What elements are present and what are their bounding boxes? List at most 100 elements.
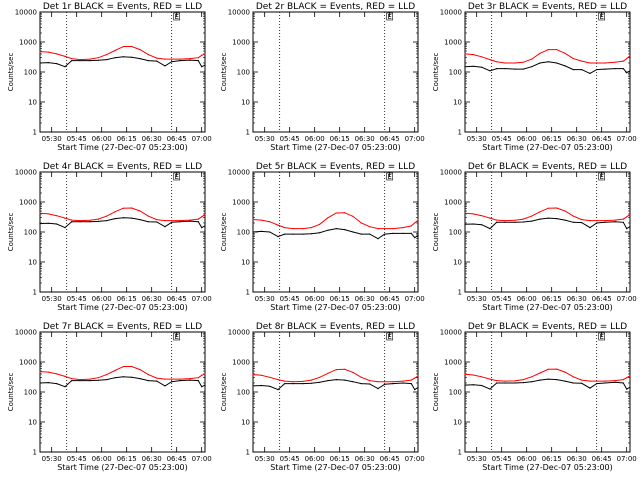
panel-7-events-point-12 <box>139 378 141 380</box>
panel-6-lld-point-2 <box>481 215 483 217</box>
panel-1-lld-point-8 <box>106 54 108 56</box>
panel-5-lld-point-8 <box>319 223 321 225</box>
detector-panel-4: Det 4r BLACK = Events, RED = LLDE1101001… <box>7 162 212 312</box>
panel-5-lld-point-20 <box>414 222 416 224</box>
panel-4-xtick-label-3: 06:15 <box>117 295 137 303</box>
panel-8-series-events <box>252 379 419 391</box>
panel-6-ylabel: Counts/sec <box>432 213 440 252</box>
detector-panel-6: Det 6r BLACK = Events, RED = LLDE1101001… <box>432 162 637 312</box>
panel-4-lld-point-3 <box>64 217 66 219</box>
panel-1-lld-point-21 <box>204 53 206 55</box>
panel-3-events-point-0 <box>464 66 466 68</box>
panel-1-ylabel: Counts/sec <box>7 53 15 92</box>
panel-9-events-point-0 <box>464 384 466 386</box>
panel-8-xtick-label-1: 05:45 <box>280 455 300 463</box>
panel-9-events-point-17 <box>604 382 606 384</box>
panel-8-ytick-label-10000: 10000 <box>228 329 250 337</box>
panel-5-series-events <box>252 228 419 240</box>
panel-9-xlabel: Start Time (27-Dec-07 05:23:00) <box>482 463 613 472</box>
panel-7-lld-point-1 <box>47 371 49 373</box>
panel-8-xtick-label-0: 05:30 <box>255 455 275 463</box>
panel-4-frame <box>39 171 206 293</box>
panel-2-xtick-label-0: 05:30 <box>255 135 275 143</box>
panel-6-lld-point-13 <box>572 215 574 217</box>
panel-6-lld-point-19 <box>622 218 624 220</box>
panel-8-lld-point-3 <box>277 379 279 381</box>
panel-9-xtick-label-1: 05:45 <box>492 455 512 463</box>
panel-6-lld-point-20 <box>626 216 628 218</box>
panel-4-events-point-11 <box>131 217 133 219</box>
panel-4-lld-point-16 <box>171 220 173 222</box>
panel-7-lld-point-4 <box>71 378 73 380</box>
panel-5-lld-point-15 <box>377 228 379 230</box>
panel-5-events-point-7 <box>310 233 312 235</box>
panel-4-events-point-18 <box>189 220 191 222</box>
panel-2-xtick-label-5: 06:45 <box>380 135 400 143</box>
panel-7-events-point-7 <box>97 379 99 381</box>
panel-4-ylabel: Counts/sec <box>7 213 15 252</box>
panel-3-xtick-label-6: 07:00 <box>617 135 637 143</box>
panel-7-events-point-20 <box>201 386 203 388</box>
panel-8-lld-point-14 <box>369 380 371 382</box>
panel-9-events-point-4 <box>496 382 498 384</box>
panel-4-events-point-15 <box>164 226 166 228</box>
panel-9-lld-point-9 <box>539 372 541 374</box>
panel-5-lld-point-13 <box>360 222 362 224</box>
panel-7-events-point-11 <box>131 376 133 378</box>
detector-panel-1: Det 1r BLACK = Events, RED = LLDE1101001… <box>7 2 212 152</box>
panel-6-lld-point-11 <box>556 207 558 209</box>
panel-4-events-point-16 <box>171 221 173 223</box>
panel-1-lld-point-20 <box>201 54 203 56</box>
panel-1-title: Det 1r BLACK = Events, RED = LLD <box>43 2 202 12</box>
panel-3-lld-point-6 <box>514 62 516 64</box>
panel-7-lld-point-14 <box>156 377 158 379</box>
panel-1-lld-point-7 <box>97 57 99 59</box>
panel-1-events-point-20 <box>201 66 203 68</box>
panel-3-events-point-21 <box>629 70 631 72</box>
panel-3-xtick-label-2: 06:00 <box>517 135 537 143</box>
panel-4-events-point-7 <box>97 220 99 222</box>
panel-8-xtick-label-5: 06:45 <box>380 455 400 463</box>
panel-1-events-point-5 <box>79 60 81 62</box>
panel-7-events-point-10 <box>122 376 124 378</box>
panel-4-events-point-12 <box>139 219 141 221</box>
panel-1-frame <box>39 11 206 133</box>
panel-6-ytick-label-1000: 1000 <box>444 199 462 207</box>
panel-6-events-point-21 <box>629 226 631 228</box>
panel-9-lld-point-19 <box>622 379 624 381</box>
panel-6-xtick-label-5: 06:45 <box>592 295 612 303</box>
panel-6-events-point-14 <box>581 222 583 224</box>
panel-7-events-point-18 <box>189 379 191 381</box>
panel-3-events-point-1 <box>472 65 474 67</box>
panel-9-events-point-13 <box>572 382 574 384</box>
panel-8-lld-point-8 <box>319 376 321 378</box>
panel-3-lld-point-10 <box>547 49 549 51</box>
panel-8-lld-point-11 <box>344 368 346 370</box>
panel-7-ytick-label-10000: 10000 <box>15 329 37 337</box>
panel-9-frame <box>464 331 631 453</box>
panel-5-events-point-0 <box>252 231 254 233</box>
panel-5-lld-point-16 <box>384 228 386 230</box>
panel-9-ylabel: Counts/sec <box>432 373 440 412</box>
panel-3-events-point-17 <box>604 68 606 70</box>
panel-3-lld-point-7 <box>522 61 524 63</box>
panel-7-xtick-label-3: 06:15 <box>117 455 137 463</box>
panel-8-lld-point-2 <box>269 376 271 378</box>
panel-5-lld-point-9 <box>327 217 329 219</box>
panel-7-events-point-5 <box>79 380 81 382</box>
panel-5-ytick-label-10000: 10000 <box>228 169 250 177</box>
panel-7-xtick-label-5: 06:45 <box>167 455 187 463</box>
panel-1-events-point-12 <box>139 58 141 60</box>
panel-4-lld-point-10 <box>122 207 124 209</box>
panel-6-frame <box>464 171 631 293</box>
panel-7-lld-point-15 <box>164 378 166 380</box>
panel-9-events-point-14 <box>581 382 583 384</box>
panel-9-lld-point-20 <box>626 377 628 379</box>
panel-4-events-point-21 <box>204 225 206 227</box>
panel-8-events-point-21 <box>417 387 419 389</box>
panel-4-events-point-17 <box>179 221 181 223</box>
panel-9-lld-point-15 <box>589 380 591 382</box>
panel-4-ytick-label-1: 1 <box>33 289 37 297</box>
panel-4-lld-point-9 <box>114 211 116 213</box>
panel-1-xtick-label-4: 06:30 <box>142 135 162 143</box>
